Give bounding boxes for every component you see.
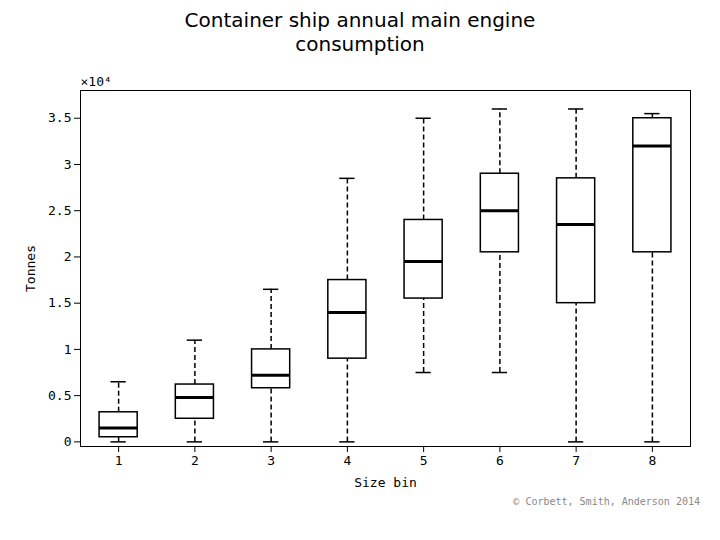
svg-text:3: 3 [64, 157, 72, 172]
svg-text:4: 4 [343, 453, 351, 468]
svg-text:Size bin: Size bin [354, 475, 417, 490]
svg-text:2: 2 [64, 249, 72, 264]
svg-text:3: 3 [267, 453, 275, 468]
svg-text:5: 5 [420, 453, 428, 468]
html-text:© Corbett, Smith, Anderson 201: © Corbett, Smith, Anderson 2014 [513, 496, 700, 507]
svg-text:2.5: 2.5 [48, 203, 71, 218]
svg-text:0: 0 [64, 434, 72, 449]
svg-text:6: 6 [496, 453, 504, 468]
svg-text:0.5: 0.5 [48, 388, 71, 403]
svg-text:×10⁴: ×10⁴ [81, 74, 112, 89]
svg-text:1: 1 [115, 453, 123, 468]
svg-text:1.5: 1.5 [48, 295, 71, 310]
html-text:Container ship annual main eng: Container ship annual main engine consum… [184, 8, 536, 56]
svg-text:7: 7 [572, 453, 580, 468]
svg-text:1: 1 [64, 342, 72, 357]
svg-text:3.5: 3.5 [48, 110, 71, 125]
svg-text:2: 2 [191, 453, 199, 468]
svg-text:Tonnes: Tonnes [23, 245, 38, 292]
svg-text:8: 8 [648, 453, 656, 468]
